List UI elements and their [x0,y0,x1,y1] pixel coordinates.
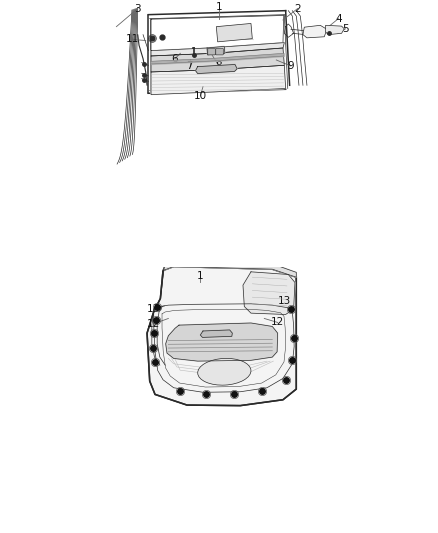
Polygon shape [200,330,232,337]
Polygon shape [216,23,252,42]
Text: 9: 9 [288,61,294,71]
Polygon shape [325,25,344,35]
Text: 2: 2 [294,4,301,13]
FancyBboxPatch shape [208,49,215,55]
Text: 12: 12 [147,319,160,329]
Text: 13: 13 [147,304,160,314]
Text: 3: 3 [134,4,141,13]
Text: 13: 13 [278,296,291,306]
Text: 5: 5 [342,24,349,34]
Polygon shape [163,262,296,277]
Polygon shape [166,323,278,361]
Text: 12: 12 [271,318,284,327]
FancyBboxPatch shape [216,49,223,55]
Polygon shape [195,64,237,74]
Text: 1: 1 [215,2,223,12]
Text: 7: 7 [187,61,193,71]
Text: 1: 1 [197,271,204,281]
Text: 11: 11 [126,35,139,44]
Polygon shape [303,25,327,38]
Polygon shape [207,46,225,55]
Text: 10: 10 [194,91,207,101]
Text: 4: 4 [335,14,342,23]
Polygon shape [243,272,295,314]
Text: 8: 8 [215,61,223,71]
Ellipse shape [198,358,251,385]
Polygon shape [151,43,284,56]
Polygon shape [151,66,286,94]
Polygon shape [151,48,284,72]
Polygon shape [147,266,296,406]
Text: 6: 6 [172,54,178,63]
